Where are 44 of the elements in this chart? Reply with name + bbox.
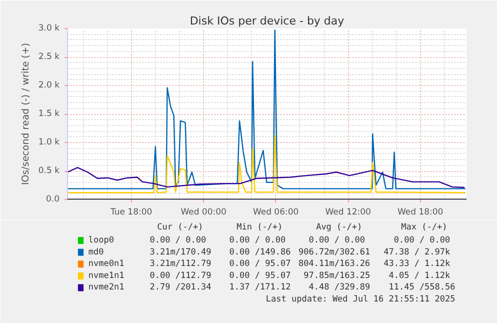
text: 43.33 / 1.12k (384, 259, 450, 270)
text: 4.48 /329.89 (308, 282, 370, 293)
x-tick-label: Wed 00:00 (180, 208, 226, 218)
y-tick-label: 1.0 k (38, 138, 60, 148)
y-tick-label: 0.5 k (38, 166, 60, 176)
text: 3.21m/112.79 (150, 259, 212, 270)
text: 2.79 /201.34 (150, 282, 212, 293)
text: 4.05 / 1.12k (388, 270, 450, 281)
y-tick-label: 0.0 (46, 194, 60, 204)
y-axis-title: IOs/second read (-) / write (+) (20, 42, 32, 186)
text: Last update: Wed Jul 16 21:55:11 2025 (266, 294, 456, 304)
text: 906.72m/302.61 (298, 247, 370, 258)
x-tick-label: Wed 06:00 (252, 208, 299, 218)
text: 0.00 / 0.00 (394, 236, 450, 246)
text: Max (-/+) (401, 222, 448, 232)
text: 0.00 / 95.07 (229, 270, 291, 281)
text: 3.21m/170.49 (150, 247, 212, 258)
legend-label: nvme1n1 (88, 270, 124, 281)
chart-title: Disk IOs per device - by day (190, 14, 345, 28)
text: 0.00 / 0.00 (308, 236, 366, 246)
text: 0.00 / 0.00 (229, 236, 286, 246)
y-tick-label: 3.0 k (38, 24, 60, 34)
text: 97.85m/163.25 (304, 270, 370, 281)
x-tick-label: Wed 18:00 (397, 208, 444, 218)
legend-label: loop0 (88, 236, 114, 246)
legend-label: nvme0n1 (88, 259, 124, 270)
legend-label: md0 (88, 247, 104, 258)
y-tick-label: 2.0 k (38, 80, 60, 90)
text: 0.00 /149.86 (229, 247, 291, 258)
text: Avg (-/+) (316, 222, 362, 232)
text: 0.00 /112.79 (150, 270, 212, 281)
text: 804.11m/163.26 (298, 259, 370, 270)
text: Cur (-/+) (157, 222, 204, 232)
text: 0.00 / 0.00 (150, 236, 206, 246)
text: 0.00 / 95.07 (229, 259, 291, 270)
y-tick-label: 2.5 k (38, 52, 60, 62)
text: 47.38 / 2.97k (384, 247, 450, 258)
text: 11.45 /558.56 (388, 282, 456, 293)
legend-label: nvme2n1 (88, 282, 124, 293)
x-tick-label: Wed 12:00 (325, 208, 371, 218)
x-tick-label: Tue 18:00 (109, 208, 152, 218)
y-tick-label: 1.5 k (38, 109, 60, 119)
text: 1.37 /171.12 (229, 282, 291, 293)
text: Min (-/+) (236, 222, 283, 232)
